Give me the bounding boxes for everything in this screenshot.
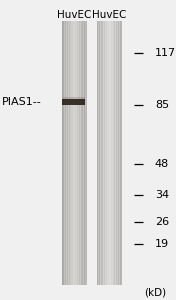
Bar: [102, 21, 103, 285]
Bar: [83, 21, 84, 285]
Bar: [79, 21, 80, 285]
Text: HuvEC: HuvEC: [57, 10, 91, 20]
Bar: [101, 21, 102, 285]
Text: (kD): (kD): [144, 287, 166, 297]
Bar: [86, 21, 87, 285]
Bar: [112, 21, 113, 285]
Bar: [116, 21, 117, 285]
Bar: [74, 21, 75, 285]
Bar: [74, 21, 75, 285]
Bar: [84, 21, 85, 285]
Text: PIAS1--: PIAS1--: [2, 97, 42, 107]
Bar: [105, 21, 106, 285]
Bar: [118, 21, 119, 285]
Text: 117: 117: [155, 48, 176, 58]
Bar: [118, 21, 119, 285]
Bar: [121, 21, 122, 285]
Bar: [80, 21, 81, 285]
Bar: [102, 21, 103, 285]
Bar: [111, 21, 112, 285]
Text: 26: 26: [155, 217, 169, 226]
Bar: [67, 21, 68, 285]
Bar: [117, 21, 118, 285]
Bar: [103, 21, 104, 285]
Bar: [110, 21, 111, 285]
Bar: [76, 21, 77, 285]
Bar: [101, 21, 102, 285]
Bar: [69, 21, 70, 285]
Bar: [108, 21, 109, 285]
Bar: [99, 21, 100, 285]
Bar: [100, 21, 101, 285]
Bar: [82, 21, 83, 285]
Bar: [104, 21, 105, 285]
Bar: [121, 21, 122, 285]
Bar: [114, 21, 115, 285]
Text: HuvEC: HuvEC: [92, 10, 126, 20]
Text: 34: 34: [155, 190, 169, 200]
Bar: [70, 21, 71, 285]
Bar: [109, 21, 110, 285]
Bar: [72, 21, 73, 285]
Bar: [113, 21, 114, 285]
Bar: [75, 21, 76, 285]
Bar: [108, 21, 109, 285]
Bar: [111, 21, 112, 285]
Bar: [106, 21, 107, 285]
Bar: [107, 21, 108, 285]
Text: 48: 48: [155, 159, 169, 169]
Bar: [79, 21, 80, 285]
Bar: [71, 21, 72, 285]
Bar: [63, 102, 85, 106]
Bar: [113, 21, 114, 285]
Bar: [63, 21, 64, 285]
Bar: [70, 21, 71, 285]
Bar: [99, 21, 100, 285]
Bar: [62, 21, 63, 285]
Bar: [65, 21, 66, 285]
Bar: [78, 21, 79, 285]
Bar: [66, 21, 67, 285]
Bar: [81, 21, 82, 285]
Bar: [65, 21, 66, 285]
Bar: [109, 21, 110, 285]
Bar: [86, 21, 87, 285]
Bar: [62, 99, 85, 105]
Bar: [85, 21, 86, 285]
Bar: [120, 21, 121, 285]
Bar: [64, 21, 65, 285]
Bar: [77, 21, 78, 285]
Text: 85: 85: [155, 100, 169, 110]
Bar: [68, 21, 69, 285]
Bar: [119, 21, 120, 285]
Bar: [97, 21, 98, 285]
Bar: [98, 21, 99, 285]
Bar: [115, 21, 116, 285]
Bar: [62, 21, 86, 285]
Bar: [97, 21, 121, 285]
Bar: [120, 21, 121, 285]
Bar: [84, 21, 85, 285]
Bar: [67, 21, 68, 285]
Text: 19: 19: [155, 239, 169, 249]
Bar: [104, 21, 105, 285]
Bar: [68, 21, 70, 285]
Bar: [63, 97, 85, 101]
Bar: [77, 21, 78, 285]
Bar: [116, 21, 117, 285]
Bar: [73, 21, 74, 285]
Bar: [106, 21, 107, 285]
Bar: [62, 21, 63, 285]
Bar: [72, 21, 73, 285]
Bar: [82, 21, 83, 285]
